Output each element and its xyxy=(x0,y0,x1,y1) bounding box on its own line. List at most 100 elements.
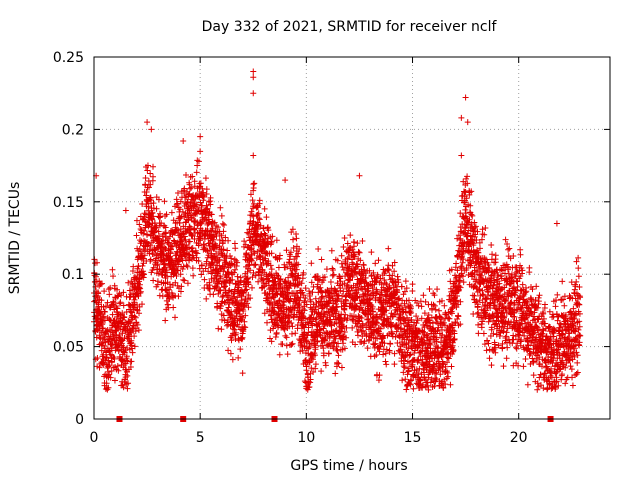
data-point xyxy=(147,170,154,177)
data-point xyxy=(149,209,156,216)
data-point xyxy=(276,351,283,358)
data-point xyxy=(220,246,227,253)
data-point xyxy=(318,368,325,375)
data-point xyxy=(268,250,275,257)
data-point xyxy=(268,238,275,245)
data-point xyxy=(136,221,143,228)
data-point xyxy=(105,357,112,364)
data-point xyxy=(178,241,185,248)
data-point xyxy=(261,205,268,212)
data-point xyxy=(204,205,211,212)
data-point xyxy=(488,242,495,249)
data-point xyxy=(208,211,215,218)
data-point xyxy=(136,237,143,244)
data-point xyxy=(139,262,146,269)
data-point xyxy=(249,197,256,204)
data-point xyxy=(181,277,188,284)
data-point xyxy=(216,243,223,250)
data-point xyxy=(358,339,365,346)
data-point xyxy=(187,185,194,192)
data-point xyxy=(225,237,232,244)
data-point xyxy=(261,310,268,317)
data-point xyxy=(183,172,190,179)
y-tick-label: 0.2 xyxy=(62,122,84,138)
data-point xyxy=(329,272,336,279)
data-point xyxy=(223,274,230,281)
data-point xyxy=(422,298,429,305)
data-point xyxy=(180,276,187,283)
data-point xyxy=(308,260,315,267)
data-point xyxy=(111,355,118,362)
data-point xyxy=(569,382,576,389)
data-point xyxy=(124,385,131,392)
data-point xyxy=(166,295,173,302)
data-point xyxy=(458,152,465,159)
data-point xyxy=(228,260,235,267)
data-point xyxy=(265,258,272,265)
data-point xyxy=(520,363,527,370)
data-point xyxy=(168,243,175,250)
data-point xyxy=(181,233,188,240)
data-point xyxy=(488,362,495,369)
data-point xyxy=(539,326,546,333)
data-point xyxy=(240,290,247,297)
data-point xyxy=(131,313,138,320)
data-point xyxy=(458,114,465,121)
data-point xyxy=(546,308,553,315)
data-point xyxy=(102,308,108,315)
data-point xyxy=(462,94,469,101)
data-point xyxy=(137,289,144,296)
data-point xyxy=(282,177,289,184)
data-point xyxy=(250,213,257,220)
data-point xyxy=(315,246,322,253)
data-point xyxy=(332,370,339,377)
axis-ticks xyxy=(93,56,610,420)
data-point xyxy=(221,222,228,229)
data-point xyxy=(410,385,417,392)
y-tick-label: 0.1 xyxy=(62,267,84,283)
data-point xyxy=(179,265,186,272)
data-point xyxy=(227,350,234,357)
data-point xyxy=(251,250,258,257)
data-point xyxy=(134,321,141,328)
data-point xyxy=(240,307,247,314)
data-point xyxy=(109,311,116,318)
data-point xyxy=(147,258,154,265)
data-point xyxy=(150,163,157,170)
data-point xyxy=(194,162,201,169)
data-point xyxy=(140,230,147,237)
data-point xyxy=(140,271,147,278)
data-point xyxy=(150,173,157,180)
data-point xyxy=(232,329,239,336)
data-point xyxy=(203,295,210,302)
data-point xyxy=(195,257,202,264)
data-point xyxy=(185,216,192,223)
data-point xyxy=(530,372,537,379)
data-point xyxy=(322,362,329,369)
data-point xyxy=(185,251,192,258)
data-point xyxy=(218,316,225,323)
data-point xyxy=(127,363,134,370)
data-point xyxy=(106,316,113,323)
data-point xyxy=(420,292,427,299)
data-point xyxy=(262,232,269,239)
data-point xyxy=(276,252,283,259)
data-point xyxy=(290,236,297,243)
y-tick-label: 0.15 xyxy=(53,195,84,211)
data-point xyxy=(147,242,154,249)
data-point xyxy=(338,364,345,371)
data-point xyxy=(158,220,165,227)
data-point xyxy=(228,255,235,262)
data-point xyxy=(264,275,271,282)
data-point xyxy=(429,305,436,312)
data-point xyxy=(267,262,274,269)
data-point xyxy=(403,386,410,393)
data-point xyxy=(541,301,548,308)
data-point xyxy=(241,318,248,325)
data-point xyxy=(492,259,499,266)
data-point xyxy=(534,386,541,393)
data-point xyxy=(128,329,135,336)
data-point xyxy=(447,381,454,388)
data-point xyxy=(144,162,151,169)
data-point xyxy=(268,271,275,278)
